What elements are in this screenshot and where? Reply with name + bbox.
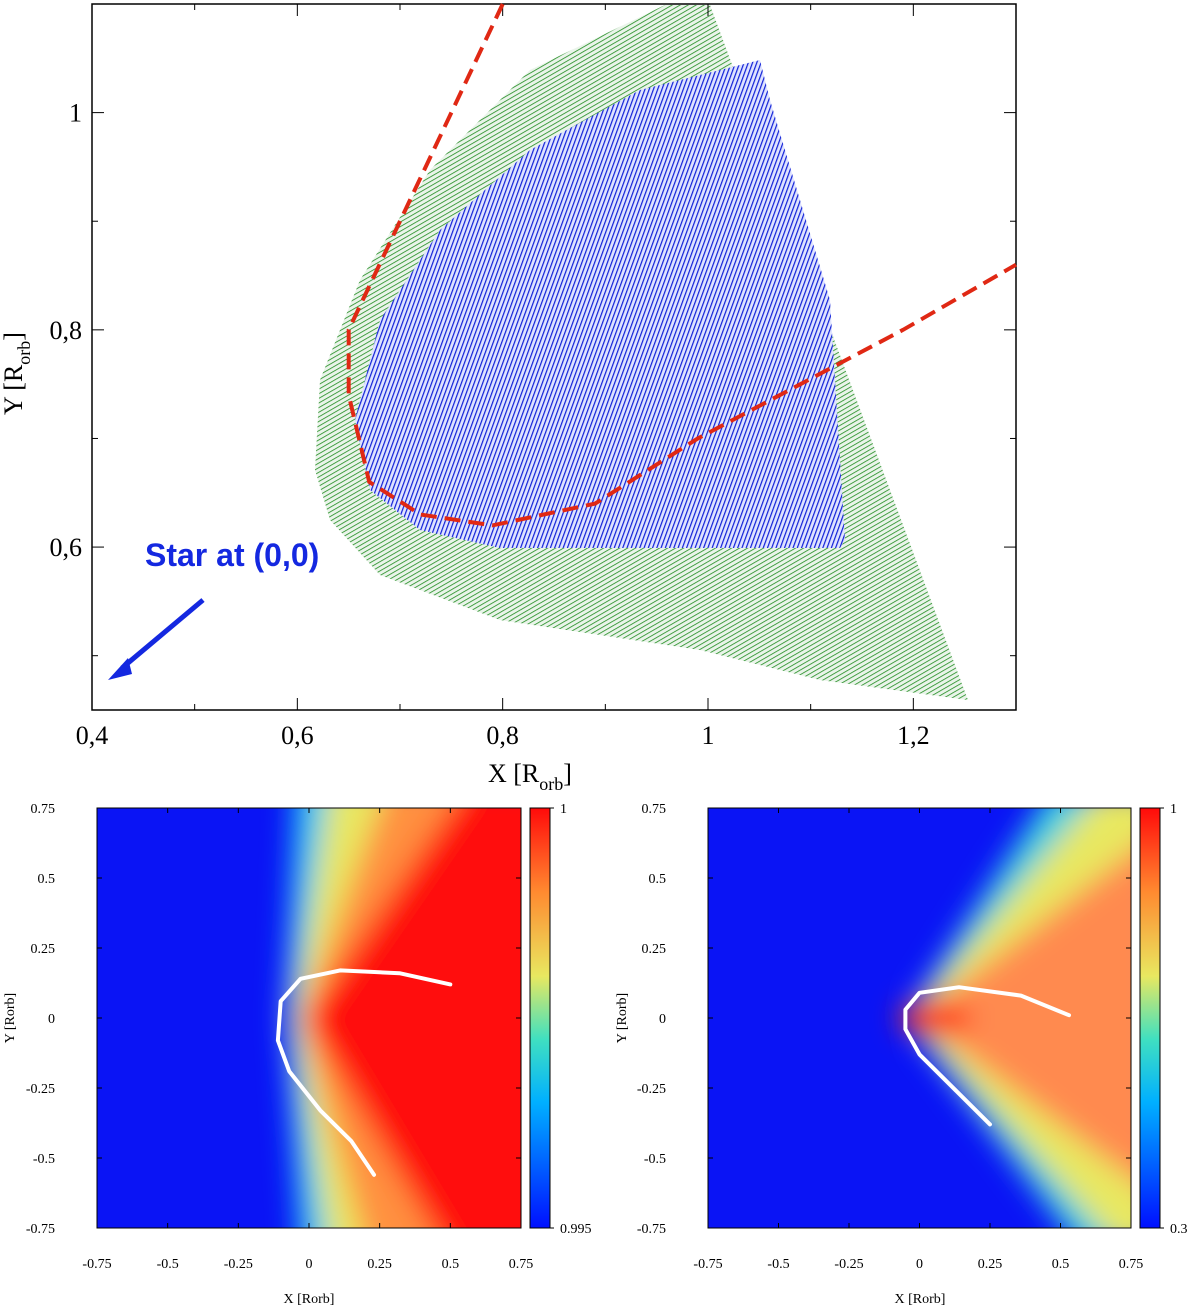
x-tick-label: 0,4 <box>76 721 109 750</box>
x-tick-label: 0.5 <box>1052 1257 1070 1272</box>
x-axis-label: X [Rorb] <box>284 1292 335 1307</box>
colorbar <box>1139 807 1161 1229</box>
x-tick-label: -0.5 <box>157 1257 179 1272</box>
colorbar-tick-label: 1 <box>560 802 567 817</box>
label-sub: orb <box>14 341 34 365</box>
x-tick-label: 0.5 <box>442 1257 460 1272</box>
annotation: Star at (0,0) <box>145 537 319 573</box>
label-sub: orb <box>539 774 563 794</box>
colorbar-tick-label: 0.995 <box>560 1222 592 1237</box>
y-tick-label: 0,8 <box>50 316 83 345</box>
y-axis-label: Y [Rorb] <box>3 993 18 1043</box>
star-annotation: Star at (0,0) <box>108 537 319 680</box>
y-tick-label: 0.5 <box>649 872 667 887</box>
y-axis-label: Y [Rorb] <box>0 332 34 415</box>
x-tick-label: 0 <box>916 1257 923 1272</box>
y-tick-label: -0.5 <box>644 1152 666 1167</box>
plot-frame <box>91 3 1017 711</box>
arrow <box>120 598 205 670</box>
y-axis-label: Y [Rorb] <box>615 993 630 1043</box>
colorbar <box>529 807 551 1229</box>
x-tick-label: 1,2 <box>897 721 930 750</box>
y-tick-label: 0.25 <box>31 942 56 957</box>
y-tick-label: 0.5 <box>38 872 56 887</box>
x-tick-label: -0.75 <box>82 1257 111 1272</box>
dashed-curve <box>346 3 1017 528</box>
y-tick-label: -0.75 <box>637 1222 666 1237</box>
label-text: X [R <box>488 759 540 788</box>
x-tick-label: 1 <box>702 721 715 750</box>
y-tick-label: 0 <box>48 1012 55 1027</box>
colorbar-tick-label: 0.3 <box>1170 1222 1188 1237</box>
heatmap-right <box>708 808 1131 1228</box>
y-tick-label: -0.25 <box>637 1082 666 1097</box>
y-tick-label: 0 <box>659 1012 666 1027</box>
y-tick-label: 1 <box>69 99 82 128</box>
x-tick-label: 0,8 <box>486 721 519 750</box>
y-tick-label: 0.75 <box>31 802 56 817</box>
x-tick-label: -0.25 <box>224 1257 253 1272</box>
shock-regions <box>315 5 968 700</box>
y-tick-label: 0.75 <box>642 802 667 817</box>
x-axis-label: X [Rorb] <box>895 1292 946 1307</box>
y-tick-label: 0,6 <box>50 533 83 562</box>
label-end: ] <box>0 332 28 341</box>
x-tick-label: 0.25 <box>367 1257 392 1272</box>
x-tick-label: -0.75 <box>693 1257 722 1272</box>
x-tick-label: 0.25 <box>978 1257 1003 1272</box>
y-tick-label: -0.25 <box>26 1082 55 1097</box>
x-tick-label: 0.75 <box>1119 1257 1144 1272</box>
x-tick-label: 0.75 <box>509 1257 534 1272</box>
y-tick-label: 0.25 <box>642 942 667 957</box>
white-curve <box>275 968 453 1177</box>
white-curve <box>903 985 1071 1127</box>
blue-region <box>355 60 845 548</box>
y-tick-label: -0.5 <box>33 1152 55 1167</box>
label-end: ] <box>563 759 572 788</box>
label-text: Y [R <box>0 364 28 415</box>
x-tick-label: 0 <box>306 1257 313 1272</box>
arrow-head <box>108 658 132 680</box>
x-tick-label: -0.5 <box>767 1257 789 1272</box>
x-tick-label: 0,6 <box>281 721 314 750</box>
y-tick-label: -0.75 <box>26 1222 55 1237</box>
heatmap-left <box>97 808 521 1228</box>
x-tick-label: -0.25 <box>834 1257 863 1272</box>
colorbar-tick-label: 1 <box>1170 802 1177 817</box>
x-axis-label: X [Rorb] <box>488 759 572 794</box>
